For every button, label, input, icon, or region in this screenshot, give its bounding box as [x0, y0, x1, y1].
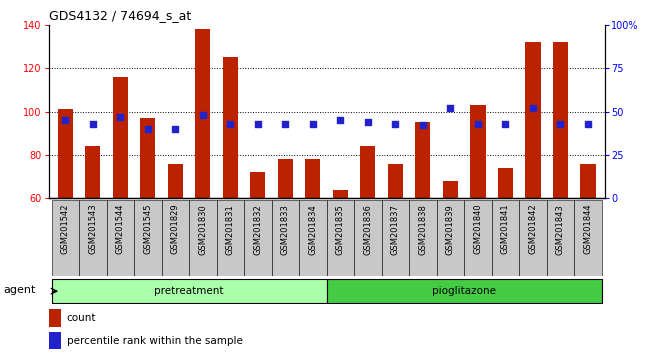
Bar — [498, 168, 513, 198]
Point — [418, 122, 428, 128]
Text: GSM201840: GSM201840 — [473, 204, 482, 255]
Point — [555, 121, 566, 126]
Text: GSM201542: GSM201542 — [60, 204, 70, 254]
Bar — [437, 200, 464, 276]
Text: GSM201842: GSM201842 — [528, 204, 538, 255]
Text: GSM201832: GSM201832 — [254, 204, 263, 255]
Text: GSM201838: GSM201838 — [419, 204, 428, 255]
Bar — [360, 146, 376, 198]
Bar — [553, 42, 568, 198]
Text: GSM201545: GSM201545 — [143, 204, 152, 254]
Bar — [223, 57, 238, 198]
Point — [390, 121, 400, 126]
Bar — [519, 200, 547, 276]
Bar — [58, 109, 73, 198]
Point — [253, 121, 263, 126]
Bar — [409, 200, 437, 276]
Point — [583, 121, 593, 126]
Point — [115, 114, 125, 120]
Text: GSM201839: GSM201839 — [446, 204, 455, 255]
Bar — [49, 332, 61, 349]
Text: GSM201830: GSM201830 — [198, 204, 207, 255]
Point — [473, 121, 483, 126]
Text: pretreatment: pretreatment — [154, 286, 224, 296]
Text: GSM201837: GSM201837 — [391, 204, 400, 255]
Text: GSM201834: GSM201834 — [308, 204, 317, 255]
Bar — [216, 200, 244, 276]
Point — [142, 126, 153, 132]
Text: GSM201544: GSM201544 — [116, 204, 125, 254]
Text: GSM201835: GSM201835 — [336, 204, 345, 255]
Bar — [49, 309, 61, 327]
Bar — [140, 118, 155, 198]
Bar — [85, 146, 100, 198]
Bar — [189, 200, 216, 276]
Point — [198, 112, 208, 118]
Bar — [491, 200, 519, 276]
Text: GSM201843: GSM201843 — [556, 204, 565, 255]
Text: GSM201844: GSM201844 — [584, 204, 593, 255]
Bar — [299, 200, 326, 276]
Bar — [382, 200, 409, 276]
Bar — [443, 181, 458, 198]
Bar — [79, 200, 107, 276]
Bar — [51, 200, 79, 276]
Bar — [134, 200, 162, 276]
Bar — [471, 105, 486, 198]
Text: GSM201833: GSM201833 — [281, 204, 290, 255]
Point — [335, 118, 346, 123]
Point — [528, 105, 538, 111]
Text: GSM201831: GSM201831 — [226, 204, 235, 255]
Bar — [112, 77, 128, 198]
Point — [307, 121, 318, 126]
Point — [60, 118, 70, 123]
Text: agent: agent — [3, 285, 36, 295]
Text: pioglitazone: pioglitazone — [432, 286, 496, 296]
Bar — [195, 29, 211, 198]
Bar — [580, 164, 595, 198]
Point — [170, 126, 181, 132]
Text: GSM201543: GSM201543 — [88, 204, 98, 255]
Point — [88, 121, 98, 126]
Text: GSM201841: GSM201841 — [501, 204, 510, 255]
Bar — [107, 200, 134, 276]
Point — [280, 121, 291, 126]
Text: GDS4132 / 74694_s_at: GDS4132 / 74694_s_at — [49, 9, 191, 22]
Bar — [464, 200, 491, 276]
Bar — [306, 159, 320, 198]
Bar — [244, 200, 272, 276]
Bar — [278, 159, 293, 198]
Bar — [415, 122, 430, 198]
Point — [500, 121, 511, 126]
Text: GSM201836: GSM201836 — [363, 204, 372, 255]
Bar — [333, 190, 348, 198]
Bar — [525, 42, 541, 198]
Point — [225, 121, 235, 126]
Bar — [272, 200, 299, 276]
Bar — [326, 279, 602, 303]
Bar — [51, 279, 326, 303]
Bar — [168, 164, 183, 198]
Bar — [547, 200, 574, 276]
Text: count: count — [66, 313, 96, 323]
Bar — [354, 200, 382, 276]
Bar — [388, 164, 403, 198]
Point — [363, 119, 373, 125]
Point — [445, 105, 456, 111]
Text: percentile rank within the sample: percentile rank within the sample — [66, 336, 242, 346]
Bar — [326, 200, 354, 276]
Bar — [162, 200, 189, 276]
Bar — [250, 172, 265, 198]
Text: GSM201829: GSM201829 — [171, 204, 180, 255]
Bar — [574, 200, 602, 276]
